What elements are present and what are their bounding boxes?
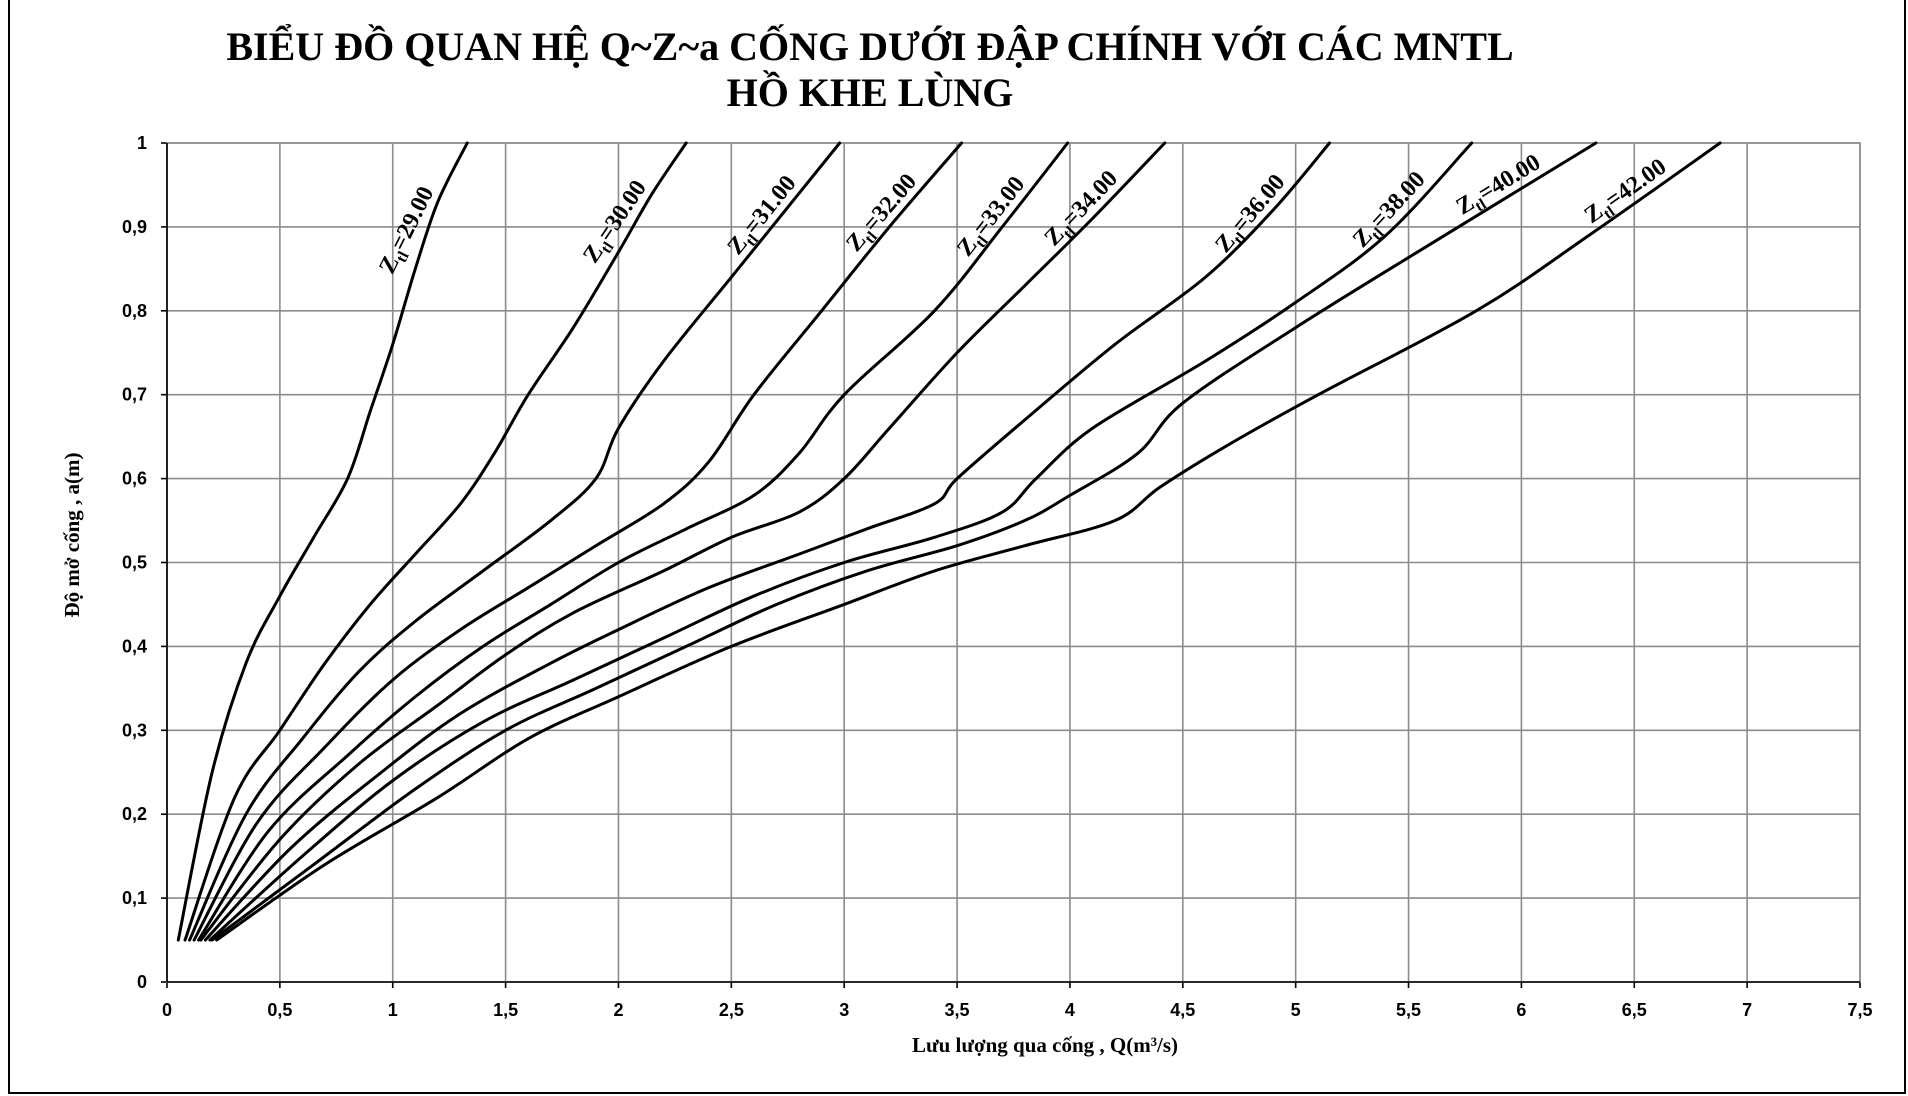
series-line <box>199 143 1068 940</box>
y-tick-label: 1 <box>137 133 147 153</box>
y-tick-label: 0,5 <box>122 553 147 573</box>
x-tick-label: 7,5 <box>1847 1000 1872 1020</box>
series-label: Ztl=42.00 <box>1580 154 1674 232</box>
x-tick-label: 2 <box>613 1000 623 1020</box>
x-tick-label: 6,5 <box>1622 1000 1647 1020</box>
y-tick-label: 0,2 <box>122 804 147 824</box>
x-tick-label: 3 <box>839 1000 849 1020</box>
x-tick-label: 5 <box>1291 1000 1301 1020</box>
x-tick-label: 3,5 <box>945 1000 970 1020</box>
series-label: Ztl=38.00 <box>1348 167 1434 256</box>
x-tick-label: 7 <box>1742 1000 1752 1020</box>
x-tick-label: 4,5 <box>1170 1000 1195 1020</box>
y-tick-label: 0 <box>137 972 147 992</box>
y-tick-label: 0,8 <box>122 301 147 321</box>
series-label: Ztl=32.00 <box>841 169 925 259</box>
x-axis-label: Lưu lượng qua cống , Q(m³/s) <box>912 1033 1178 1057</box>
grid-lines <box>167 143 1860 982</box>
y-tick-label: 0,3 <box>122 720 147 740</box>
series-label: Ztl=29.00 <box>374 183 443 280</box>
x-tick-label: 4 <box>1065 1000 1075 1020</box>
y-tick-label: 0,1 <box>122 888 147 908</box>
x-tick-label: 5,5 <box>1396 1000 1421 1020</box>
y-tick-label: 0,4 <box>122 636 147 656</box>
series-line <box>212 143 1596 940</box>
y-tick-label: 0,6 <box>122 469 147 489</box>
y-tick-labels: 0 0,1 0,2 0,3 0,4 0,5 0,6 0,7 0,8 0,9 1 <box>122 133 147 992</box>
series-line <box>190 143 840 940</box>
series-label: Ztl=34.00 <box>1040 166 1126 254</box>
series-label: Ztl=33.00 <box>952 172 1033 264</box>
y-axis-label: Độ mở cống , a(m) <box>60 452 84 617</box>
x-tick-label: 1 <box>388 1000 398 1020</box>
series-label: Ztl=31.00 <box>723 171 805 263</box>
x-tick-label: 0,5 <box>267 1000 292 1020</box>
series-line <box>194 143 961 940</box>
y-tick-label: 0,7 <box>122 385 147 405</box>
x-tick-label: 1,5 <box>493 1000 518 1020</box>
series-label: Ztl=36.00 <box>1210 170 1293 261</box>
x-tick-label: 6 <box>1516 1000 1526 1020</box>
series-label: Ztl=40.00 <box>1452 149 1547 223</box>
y-tick-label: 0,9 <box>122 217 147 237</box>
x-tick-labels: 0 0,5 1 1,5 2 2,5 3 3,5 4 4,5 5 5,5 6 6,5 7 7,5 <box>162 1000 1873 1020</box>
x-tick-label: 2,5 <box>719 1000 744 1020</box>
x-tick-label: 0 <box>162 1000 172 1020</box>
